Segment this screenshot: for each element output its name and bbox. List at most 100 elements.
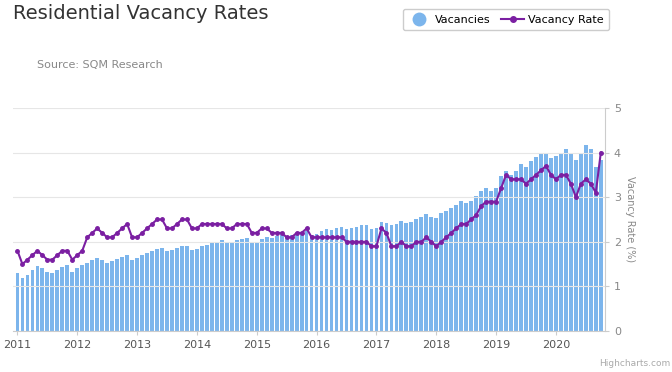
Bar bbox=[349, 228, 353, 331]
Bar bbox=[339, 227, 343, 331]
Y-axis label: Vacancy Rate (%): Vacancy Rate (%) bbox=[625, 176, 635, 263]
Bar bbox=[195, 249, 199, 331]
Bar bbox=[300, 232, 304, 331]
Bar bbox=[360, 225, 364, 331]
Bar bbox=[145, 253, 149, 331]
Bar bbox=[205, 245, 209, 331]
Bar bbox=[15, 273, 19, 331]
Bar bbox=[185, 246, 189, 331]
Bar bbox=[280, 234, 284, 331]
Bar bbox=[235, 240, 239, 331]
Bar bbox=[140, 255, 144, 331]
Bar bbox=[409, 222, 413, 331]
Bar bbox=[355, 227, 358, 331]
Bar bbox=[415, 219, 418, 331]
Bar bbox=[529, 161, 533, 331]
Bar bbox=[270, 238, 274, 331]
Bar bbox=[175, 248, 179, 331]
Bar bbox=[245, 238, 249, 331]
Bar bbox=[21, 278, 24, 331]
Bar bbox=[534, 157, 538, 331]
Bar bbox=[90, 260, 94, 331]
Bar bbox=[265, 237, 269, 331]
Bar bbox=[559, 153, 562, 331]
Bar bbox=[399, 221, 403, 331]
Bar bbox=[549, 158, 553, 331]
Bar bbox=[210, 243, 214, 331]
Bar bbox=[425, 214, 428, 331]
Bar bbox=[230, 243, 234, 331]
Bar bbox=[85, 263, 89, 331]
Bar bbox=[335, 228, 339, 331]
Bar bbox=[405, 223, 408, 331]
Bar bbox=[504, 171, 508, 331]
Bar bbox=[81, 265, 84, 331]
Bar bbox=[450, 208, 453, 331]
Bar bbox=[494, 188, 498, 331]
Bar bbox=[380, 222, 383, 331]
Bar bbox=[110, 261, 114, 331]
Bar bbox=[569, 154, 573, 331]
Bar bbox=[30, 270, 34, 331]
Bar bbox=[150, 251, 154, 331]
Bar bbox=[310, 235, 313, 331]
Bar bbox=[225, 243, 228, 331]
Bar bbox=[130, 260, 134, 331]
Bar bbox=[260, 239, 263, 331]
Bar bbox=[544, 153, 548, 331]
Bar bbox=[26, 275, 30, 331]
Bar bbox=[479, 191, 483, 331]
Bar bbox=[95, 258, 99, 331]
Bar bbox=[439, 213, 443, 331]
Bar bbox=[275, 236, 279, 331]
Bar bbox=[290, 235, 294, 331]
Bar bbox=[365, 225, 368, 331]
Bar bbox=[554, 156, 558, 331]
Bar bbox=[165, 251, 169, 331]
Bar bbox=[200, 246, 204, 331]
Bar bbox=[71, 272, 74, 331]
Bar bbox=[454, 205, 458, 331]
Bar bbox=[215, 242, 219, 331]
Text: Highcharts.com: Highcharts.com bbox=[599, 359, 671, 368]
Bar bbox=[429, 217, 433, 331]
Bar bbox=[485, 188, 488, 331]
Bar bbox=[116, 259, 119, 331]
Bar bbox=[474, 196, 478, 331]
Bar bbox=[190, 250, 194, 331]
Bar bbox=[419, 217, 423, 331]
Bar bbox=[240, 239, 244, 331]
Bar bbox=[295, 233, 298, 331]
Bar bbox=[285, 237, 288, 331]
Bar bbox=[390, 225, 393, 331]
Bar bbox=[469, 201, 473, 331]
Bar bbox=[524, 167, 528, 331]
Bar bbox=[384, 223, 388, 331]
Bar bbox=[539, 154, 543, 331]
Bar bbox=[599, 160, 603, 331]
Bar bbox=[120, 257, 124, 331]
Bar bbox=[75, 268, 79, 331]
Bar bbox=[464, 203, 468, 331]
Bar bbox=[589, 149, 593, 331]
Bar bbox=[135, 258, 139, 331]
Bar bbox=[314, 234, 319, 331]
Bar bbox=[180, 246, 184, 331]
Bar bbox=[374, 228, 378, 331]
Bar bbox=[125, 255, 129, 331]
Bar bbox=[60, 267, 64, 331]
Bar bbox=[320, 231, 323, 331]
Bar bbox=[489, 191, 493, 331]
Bar bbox=[155, 249, 159, 331]
Bar bbox=[330, 230, 333, 331]
Bar bbox=[106, 263, 109, 331]
Bar bbox=[584, 145, 588, 331]
Bar bbox=[444, 211, 448, 331]
Bar bbox=[65, 265, 69, 331]
Bar bbox=[46, 272, 49, 331]
Text: Source: SQM Research: Source: SQM Research bbox=[37, 60, 163, 70]
Bar bbox=[170, 250, 174, 331]
Bar bbox=[255, 242, 259, 331]
Bar bbox=[345, 229, 348, 331]
Bar bbox=[220, 240, 224, 331]
